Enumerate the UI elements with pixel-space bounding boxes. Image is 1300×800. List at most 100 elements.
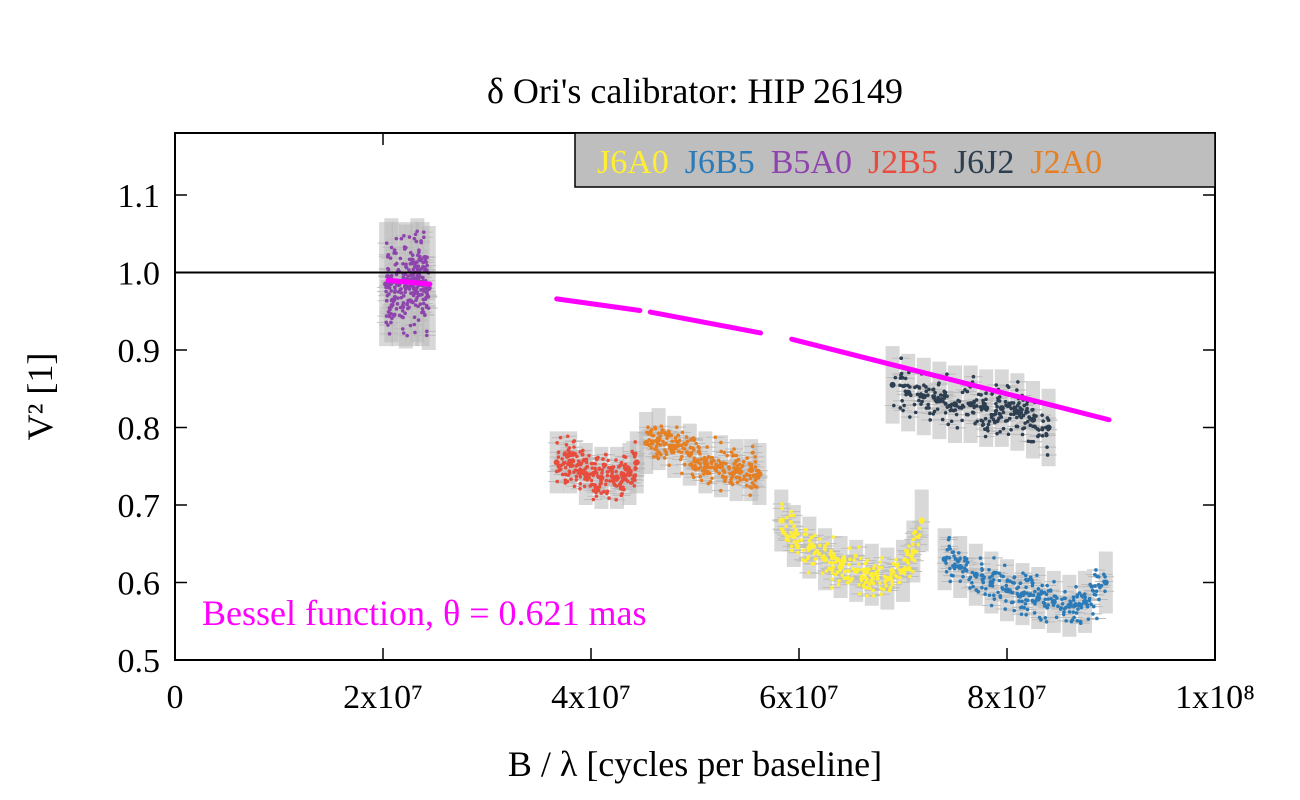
point-J6A0 (870, 575, 875, 579)
point-B5A0 (403, 311, 407, 316)
point-J2B5 (576, 459, 581, 463)
point-J6B5 (980, 566, 984, 571)
point-J2A0 (742, 477, 746, 482)
point-B5A0 (419, 239, 423, 243)
point-J6B5 (1072, 604, 1076, 609)
point-J6J2 (932, 394, 937, 398)
point-J6B5 (1088, 582, 1092, 587)
point-J6B5 (1018, 581, 1023, 586)
point-B5A0 (394, 251, 398, 256)
point-J2A0 (646, 425, 650, 430)
point-J6A0 (820, 555, 825, 559)
point-B5A0 (416, 318, 421, 322)
point-J6J2 (924, 389, 929, 394)
point-J6A0 (830, 571, 835, 575)
point-J2B5 (585, 478, 590, 482)
point-J6B5 (1017, 599, 1021, 603)
point-J2A0 (666, 434, 671, 438)
point-J6A0 (879, 586, 883, 591)
point-J6B5 (1062, 606, 1067, 611)
point-J6J2 (1012, 409, 1017, 414)
point-J6B5 (1061, 612, 1066, 617)
point-B5A0 (421, 260, 426, 265)
point-J6J2 (933, 390, 937, 395)
point-J6B5 (1071, 598, 1076, 602)
point-J6A0 (891, 561, 896, 566)
point-B5A0 (400, 314, 404, 319)
point-J2B5 (603, 452, 608, 457)
point-J6A0 (818, 537, 822, 541)
point-J6B5 (1020, 599, 1024, 604)
point-J2A0 (729, 477, 733, 482)
point-J6J2 (1005, 418, 1009, 423)
point-J2A0 (734, 475, 739, 480)
point-B5A0 (401, 294, 406, 298)
x-tick-label: 0 (167, 679, 184, 716)
point-J6A0 (792, 524, 797, 529)
point-J6B5 (1033, 602, 1037, 606)
point-J6J2 (902, 403, 906, 408)
point-J6B5 (1086, 617, 1091, 621)
point-J2A0 (741, 459, 746, 464)
point-J6J2 (994, 408, 999, 413)
point-J6J2 (1025, 419, 1030, 424)
point-J6A0 (856, 562, 861, 566)
point-J6J2 (920, 399, 924, 404)
point-J6B5 (968, 586, 972, 590)
y-tick-label: 0.5 (118, 643, 161, 680)
point-J6B5 (962, 566, 967, 570)
point-J6A0 (806, 555, 811, 559)
point-J6A0 (818, 543, 822, 548)
point-J2A0 (748, 467, 753, 472)
point-J6A0 (858, 556, 863, 561)
point-J6J2 (997, 399, 1002, 403)
point-J6J2 (898, 383, 902, 388)
point-B5A0 (385, 274, 389, 279)
point-J6J2 (946, 422, 951, 427)
point-J6B5 (948, 547, 952, 551)
point-J2A0 (706, 455, 711, 459)
point-J2A0 (731, 453, 736, 457)
point-J6A0 (903, 565, 907, 570)
point-J2A0 (710, 465, 715, 469)
point-J2B5 (614, 497, 618, 502)
point-J6B5 (1030, 580, 1034, 585)
point-B5A0 (384, 289, 388, 294)
point-B5A0 (405, 302, 409, 307)
point-J2A0 (675, 425, 679, 429)
point-J2B5 (623, 462, 628, 467)
point-J6J2 (898, 406, 903, 410)
point-J2B5 (591, 488, 596, 493)
point-J2B5 (629, 469, 633, 473)
point-J2B5 (591, 473, 596, 478)
point-J6B5 (1040, 583, 1044, 588)
point-J6A0 (914, 549, 919, 554)
point-J6B5 (1094, 589, 1099, 593)
bessel-annotation: Bessel function, θ = 0.621 mas (202, 593, 647, 633)
point-J6J2 (935, 407, 940, 411)
point-J2A0 (698, 461, 703, 466)
point-B5A0 (420, 292, 424, 297)
point-B5A0 (424, 333, 429, 338)
point-J6B5 (1090, 588, 1095, 593)
point-J2A0 (691, 475, 696, 480)
point-J6A0 (788, 519, 793, 524)
point-J2B5 (594, 490, 598, 495)
point-J6B5 (974, 575, 979, 579)
point-J6J2 (987, 419, 992, 424)
point-J2B5 (607, 496, 611, 500)
point-J6J2 (979, 393, 983, 397)
point-J6B5 (965, 560, 970, 565)
point-B5A0 (396, 296, 400, 300)
point-J2B5 (583, 473, 587, 478)
point-J2A0 (718, 488, 723, 493)
point-J2A0 (658, 434, 663, 438)
point-J2B5 (582, 484, 587, 489)
point-J6B5 (1015, 586, 1019, 591)
point-B5A0 (407, 235, 412, 239)
point-J6B5 (1028, 593, 1033, 598)
point-J6B5 (1016, 594, 1021, 599)
point-B5A0 (394, 307, 399, 311)
point-J6A0 (795, 545, 800, 550)
point-B5A0 (402, 233, 406, 238)
